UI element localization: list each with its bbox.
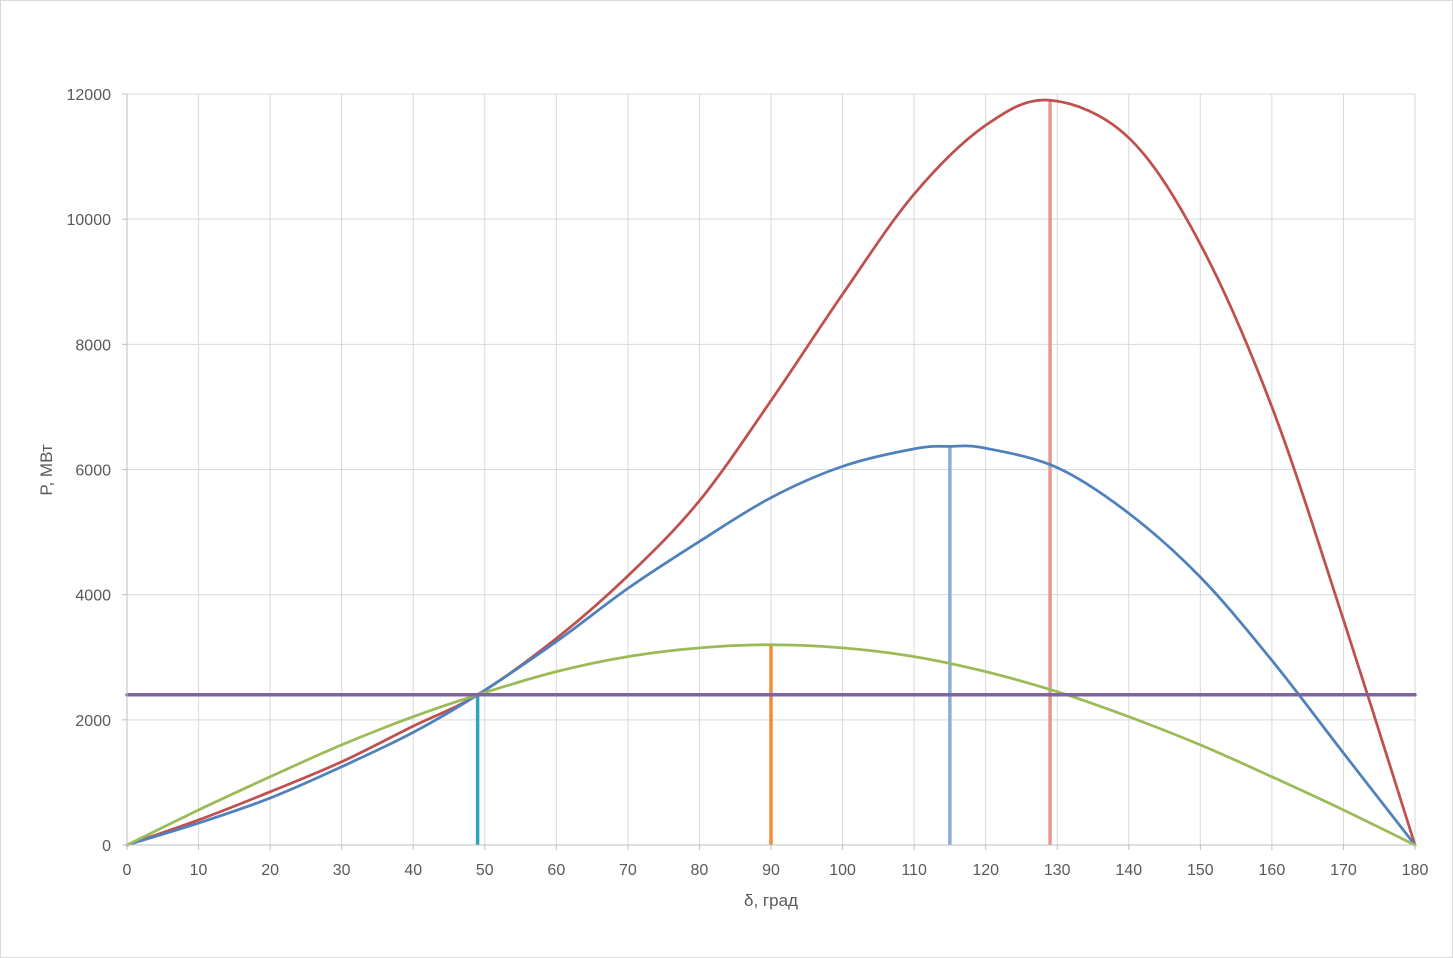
y-tick-label: 12000 xyxy=(67,87,112,104)
x-tick-label: 130 xyxy=(1044,862,1071,879)
x-tick-label: 0 xyxy=(123,862,132,879)
x-tick-label: 160 xyxy=(1259,862,1286,879)
y-tick-label: 0 xyxy=(102,838,111,855)
y-tick-label: 8000 xyxy=(75,337,111,354)
x-tick-label: 120 xyxy=(972,862,999,879)
x-tick-label: 150 xyxy=(1187,862,1214,879)
x-tick-label: 10 xyxy=(190,862,208,879)
x-tick-label: 90 xyxy=(762,862,780,879)
x-tick-label: 100 xyxy=(829,862,856,879)
vertical-markers xyxy=(475,100,1052,845)
x-tick-label: 50 xyxy=(476,862,494,879)
y-tick-label: 10000 xyxy=(67,212,112,229)
axes xyxy=(122,93,1416,850)
series-lines xyxy=(125,98,1417,847)
x-tick-label: 80 xyxy=(691,862,709,879)
tick-labels: 0 10 20 30 40 50 60 70 80 90 100 110 120 130 140 150 160… xyxy=(67,87,1429,879)
x-tick-label: 70 xyxy=(619,862,637,879)
x-tick-label: 140 xyxy=(1115,862,1142,879)
x-tick-label: 40 xyxy=(404,862,422,879)
x-tick-label: 180 xyxy=(1402,862,1429,879)
y-axis-title: P, МВт xyxy=(37,444,56,496)
x-tick-label: 30 xyxy=(333,862,351,879)
series-line-1 xyxy=(125,98,1417,847)
x-tick-label: 110 xyxy=(901,862,927,879)
x-tick-label: 20 xyxy=(261,862,279,879)
series-line-2 xyxy=(125,444,1417,847)
series-line-3 xyxy=(125,643,1417,847)
x-tick-label: 60 xyxy=(547,862,565,879)
y-tick-label: 2000 xyxy=(75,713,111,730)
x-axis-title: δ, град xyxy=(744,891,798,910)
y-tick-label: 6000 xyxy=(75,463,111,480)
y-tick-label: 4000 xyxy=(75,588,111,605)
x-tick-label: 170 xyxy=(1330,862,1357,879)
